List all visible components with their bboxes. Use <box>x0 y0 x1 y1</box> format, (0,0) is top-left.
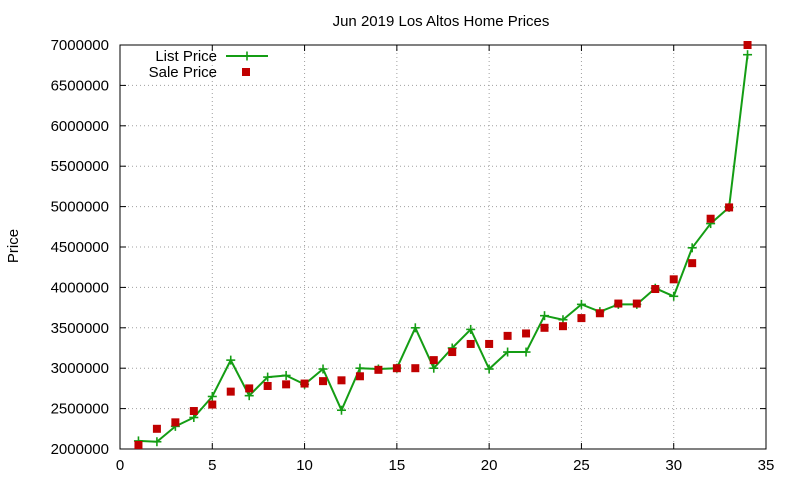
data-point-list-price <box>466 324 476 334</box>
data-point-sale-price <box>392 364 401 373</box>
x-tick-label: 35 <box>758 457 775 474</box>
data-point-list-price <box>687 243 697 253</box>
data-point-sale-price <box>337 376 346 385</box>
data-point-sale-price <box>374 365 383 374</box>
y-tick-label: 5500000 <box>51 158 109 175</box>
data-point-list-price <box>540 311 550 321</box>
data-point-list-price <box>263 372 273 382</box>
data-point-sale-price <box>706 214 715 223</box>
y-tick-label: 7000000 <box>51 37 109 54</box>
data-point-sale-price <box>558 322 567 331</box>
data-point-sale-price <box>152 424 161 433</box>
y-tick-label: 3500000 <box>51 320 109 337</box>
x-tick-label: 25 <box>573 457 590 474</box>
data-point-list-price <box>503 347 513 357</box>
series-list-price <box>133 50 753 447</box>
data-point-sale-price <box>134 440 143 449</box>
legend-marker-sale-price <box>242 68 250 76</box>
data-point-sale-price <box>282 380 291 389</box>
legend-swatch-sale-price <box>242 68 250 76</box>
y-tick-label: 6500000 <box>51 77 109 94</box>
data-point-sale-price <box>448 348 457 357</box>
data-point-sale-price <box>743 41 752 49</box>
data-point-sale-price <box>466 339 475 348</box>
x-tick-label: 5 <box>208 457 216 474</box>
data-point-sale-price <box>577 314 586 323</box>
y-tick-label: 4500000 <box>51 239 109 256</box>
data-point-sale-price <box>725 203 734 212</box>
data-point-sale-price <box>688 259 697 268</box>
data-point-sale-price <box>614 299 623 308</box>
y-tick-label: 4000000 <box>51 279 109 296</box>
data-point-sale-price <box>226 387 235 396</box>
y-axis-title: Price <box>5 229 22 263</box>
data-point-sale-price <box>189 407 198 416</box>
data-point-sale-price <box>595 309 604 318</box>
y-tick-label: 6000000 <box>51 118 109 135</box>
data-point-list-price <box>576 299 586 309</box>
data-point-list-price <box>152 437 162 447</box>
x-tick-label: 10 <box>296 457 313 474</box>
data-point-sale-price <box>245 384 254 393</box>
legend-label-sale-price: Sale Price <box>149 64 217 81</box>
x-tick-label: 30 <box>665 457 682 474</box>
data-point-sale-price <box>319 377 328 386</box>
data-point-sale-price <box>485 339 494 348</box>
data-point-sale-price <box>669 275 678 284</box>
data-point-sale-price <box>355 372 364 381</box>
data-point-sale-price <box>632 299 641 308</box>
data-point-list-price <box>336 405 346 415</box>
data-point-sale-price <box>503 331 512 340</box>
y-tick-label: 3000000 <box>51 360 109 377</box>
axis-ticks <box>119 44 767 450</box>
data-point-sale-price <box>300 379 309 388</box>
data-point-sale-price <box>171 418 180 427</box>
legend-marker-list-price <box>242 51 252 61</box>
legend: List Price Sale Price <box>149 48 268 81</box>
data-point-list-price <box>669 291 679 301</box>
x-tick-label: 15 <box>389 457 406 474</box>
data-point-list-price <box>281 370 291 380</box>
data-point-sale-price <box>540 323 549 332</box>
data-point-list-price <box>318 364 328 374</box>
data-point-list-price <box>244 391 254 401</box>
data-point-list-price <box>429 363 439 373</box>
data-point-sale-price <box>651 285 660 294</box>
x-tick-label: 0 <box>116 457 124 474</box>
data-point-sale-price <box>522 329 531 338</box>
legend-label-list-price: List Price <box>155 48 217 65</box>
data-point-list-price <box>484 364 494 374</box>
data-point-sale-price <box>429 356 438 365</box>
series-line-list-price <box>138 54 749 443</box>
data-point-sale-price <box>263 381 272 390</box>
y-tick-label: 5000000 <box>51 199 109 216</box>
y-tick-label: 2000000 <box>51 441 109 458</box>
data-point-list-price <box>743 50 753 60</box>
data-point-list-price <box>207 391 217 401</box>
data-point-sale-price <box>411 364 420 373</box>
legend-swatch-list-price <box>226 51 268 61</box>
data-point-list-price <box>521 347 531 357</box>
data-point-list-price <box>355 363 365 373</box>
data-point-list-price <box>410 323 420 333</box>
x-tick-label: 20 <box>481 457 498 474</box>
series-layer <box>133 41 753 449</box>
data-point-sale-price <box>208 400 217 409</box>
chart-title: Jun 2019 Los Altos Home Prices <box>333 13 550 30</box>
x-axis-tick-labels: 0 5 10 15 20 25 30 35 <box>116 457 775 474</box>
data-point-list-price <box>226 355 236 365</box>
y-tick-label: 2500000 <box>51 401 109 418</box>
series-sale-price <box>134 41 752 449</box>
y-axis-tick-labels: 2000000 2500000 3000000 3500000 4000000 45000… <box>51 37 109 458</box>
